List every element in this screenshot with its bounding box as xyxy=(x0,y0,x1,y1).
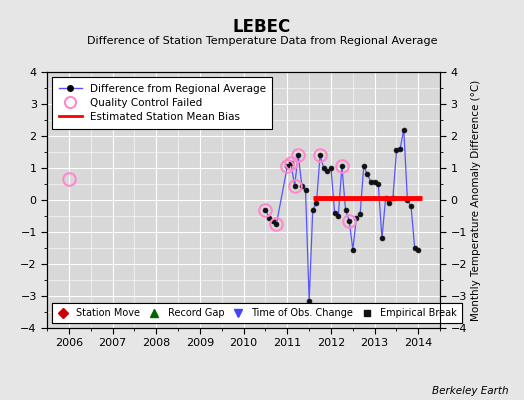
Legend: Station Move, Record Gap, Time of Obs. Change, Empirical Break: Station Move, Record Gap, Time of Obs. C… xyxy=(52,304,462,323)
Text: Berkeley Earth: Berkeley Earth xyxy=(432,386,508,396)
Y-axis label: Monthly Temperature Anomaly Difference (°C): Monthly Temperature Anomaly Difference (… xyxy=(471,79,481,321)
Text: LEBEC: LEBEC xyxy=(233,18,291,36)
Text: Difference of Station Temperature Data from Regional Average: Difference of Station Temperature Data f… xyxy=(87,36,437,46)
